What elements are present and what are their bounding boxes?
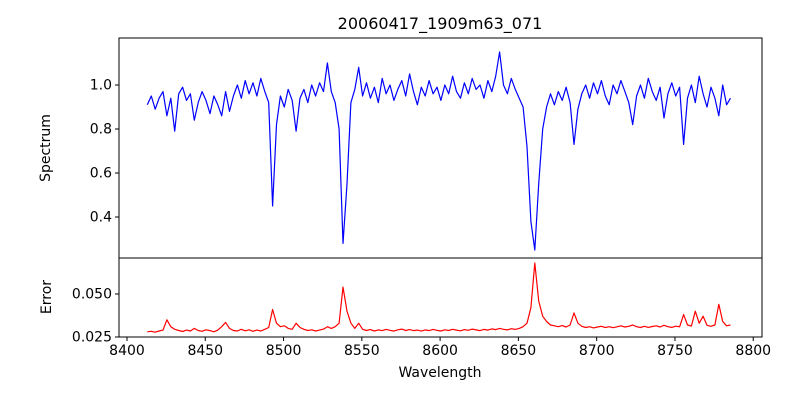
x-tick-label: 8700 xyxy=(579,343,615,359)
y-tick-label: 0.4 xyxy=(90,209,112,225)
x-tick-label: 8650 xyxy=(501,343,537,359)
y-tick-label: 0.050 xyxy=(72,286,112,302)
x-axis-label: Wavelength xyxy=(398,365,481,381)
x-tick-label: 8600 xyxy=(422,343,458,359)
y-axis-label-spectrum: Spectrum xyxy=(38,114,54,182)
plot-layer: 0.4 0.6 0.8 1.0 0.025 0.050 8400 8450 8500 8550 86… xyxy=(72,37,771,359)
y-axis-label-error: Error xyxy=(39,280,55,314)
y-tick-label: 0.025 xyxy=(72,330,112,346)
x-tick-label: 8800 xyxy=(735,343,771,359)
y-tick-label: 1.0 xyxy=(90,77,112,93)
chart-title: 20060417_1909m63_071 xyxy=(338,14,543,34)
x-tick-label: 8400 xyxy=(109,343,145,359)
error-line xyxy=(147,262,731,333)
y-tick-label: 0.6 xyxy=(90,165,112,181)
x-tick-label: 8450 xyxy=(187,343,223,359)
x-tick-label: 8750 xyxy=(657,343,693,359)
spectrum-line xyxy=(146,51,732,251)
x-tick-label: 8500 xyxy=(266,343,302,359)
x-tick-label: 8550 xyxy=(344,343,380,359)
y-tick-label: 0.8 xyxy=(90,121,112,137)
